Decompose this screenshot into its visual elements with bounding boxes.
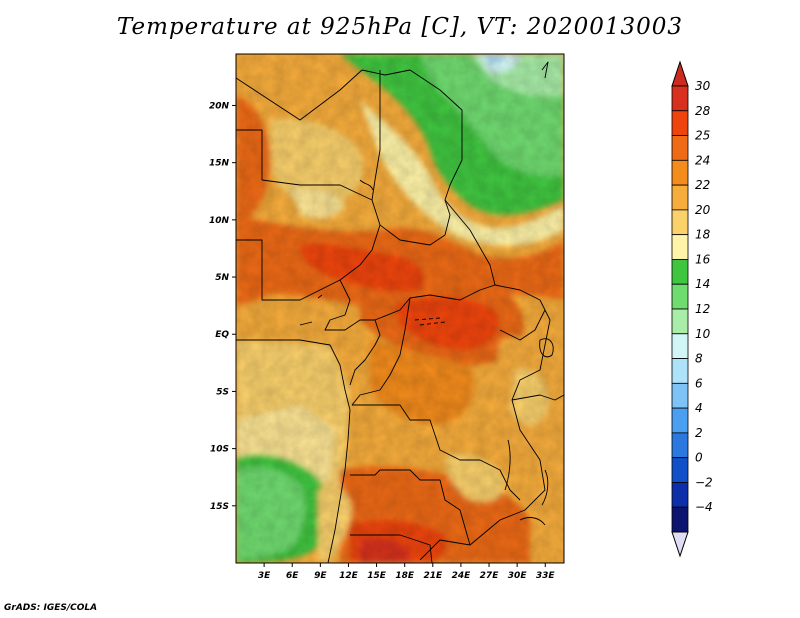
border-niger — [261, 179, 373, 201]
border-car — [374, 284, 496, 321]
colorbar-label: 0 — [695, 451, 703, 465]
border-namibia — [350, 534, 433, 563]
lon-tick-label: 15E — [367, 571, 387, 581]
lat-tick-label: 20N — [209, 101, 230, 111]
chart-title: Temperature at 925hPa [C], VT: 202001300… — [116, 14, 684, 40]
lon-tick-label: 12E — [339, 571, 359, 581]
colorbar-swatch — [671, 506, 689, 533]
coast-redsea — [541, 61, 549, 79]
colorbar-swatch — [671, 209, 689, 236]
border-ugandakenya — [499, 309, 546, 341]
border-tanzania — [511, 394, 564, 401]
colorbar-swatch — [671, 407, 689, 434]
colorbar-swatch — [671, 85, 689, 112]
colorbar-swatch — [671, 283, 689, 310]
country-borders — [236, 61, 564, 563]
lon-axis: 3E 6E 9E 12E 15E 18E 21E 24E 27E 30E 33E — [258, 563, 556, 581]
colorbar-swatch — [671, 159, 689, 186]
lon-tick-label: 33E — [536, 571, 556, 581]
coast-islands — [299, 294, 323, 326]
lon-tick-label: 30E — [508, 571, 528, 581]
grads-credit: GrADS: IGES/COLA — [4, 603, 98, 613]
colorbar-swatch — [671, 259, 689, 285]
colorbar-swatch — [671, 184, 689, 211]
colorbar-swatch — [671, 382, 689, 409]
colorbar-label: 8 — [695, 352, 703, 366]
plot-frame — [235, 53, 565, 564]
border-angola-south — [350, 469, 471, 546]
border-cameroon — [324, 279, 381, 386]
lon-tick-label: 27E — [480, 571, 500, 581]
temperature-field — [236, 54, 564, 563]
lon-tick-label: 24E — [452, 571, 472, 581]
field-texture — [236, 54, 564, 563]
lake-chad — [359, 179, 374, 191]
colorbar-label: 6 — [695, 376, 703, 390]
colorbar-label: 4 — [695, 401, 703, 415]
lat-tick-label: EQ — [215, 330, 229, 340]
colorbar-top-arrow — [671, 60, 689, 87]
colorbar-label: 18 — [695, 228, 711, 242]
colorbar-swatch — [671, 234, 689, 260]
colorbar-label: 22 — [695, 178, 710, 192]
colorbar-swatch — [671, 482, 689, 508]
colorbar-swatch — [671, 457, 689, 483]
colorbar-swatch — [671, 308, 689, 335]
colorbar-label: 30 — [695, 79, 711, 93]
colorbar-bottom-arrow — [671, 531, 689, 558]
border-westafrica — [236, 224, 381, 301]
lat-tick-label: 10N — [209, 216, 230, 226]
colorbar-swatch — [671, 358, 689, 384]
lake-tanganyika — [504, 439, 511, 491]
colorbar-label: 20 — [695, 203, 711, 217]
lon-tick-label: 18E — [395, 571, 415, 581]
lon-tick-label: 21E — [423, 571, 443, 581]
border-mauritania — [236, 129, 263, 180]
colorbar-label: 2 — [695, 426, 703, 440]
border-chad — [371, 70, 451, 246]
lake-kariba — [519, 517, 546, 526]
colorbar-swatch — [671, 110, 689, 136]
lat-tick-label: 15N — [209, 159, 230, 169]
lat-tick-label: 5N — [215, 273, 229, 283]
colorbar-label: −2 — [695, 475, 713, 489]
colorbar-label: 24 — [695, 153, 710, 167]
colorbar-label: 25 — [695, 129, 710, 143]
colorbar-label: 10 — [695, 327, 711, 341]
lon-tick-label: 3E — [258, 571, 271, 581]
colorbar-label: 14 — [695, 277, 710, 291]
lake-malawi — [541, 469, 549, 506]
lat-tick-label: 10S — [210, 445, 229, 455]
colorbar-label: 16 — [695, 252, 711, 266]
colorbar-swatch — [671, 333, 689, 359]
border-drc-south — [352, 404, 521, 501]
border-congo — [351, 297, 411, 406]
border-eastern — [236, 69, 551, 561]
colorbar-swatch — [671, 432, 689, 459]
lat-axis: 20N 15N 10N 5N EQ 5S 10S 15S — [209, 101, 236, 512]
lon-tick-label: 6E — [286, 571, 299, 581]
colorbar-label: 12 — [695, 302, 710, 316]
colorbar-label: −4 — [695, 500, 713, 514]
colorbar-swatch — [671, 135, 689, 161]
lat-tick-label: 15S — [210, 502, 229, 512]
lake-victoria — [539, 338, 554, 358]
lon-tick-label: 9E — [314, 571, 327, 581]
lat-tick-label: 5S — [216, 387, 229, 397]
colorbar-label: 28 — [695, 104, 711, 118]
coastline-west — [236, 339, 351, 563]
